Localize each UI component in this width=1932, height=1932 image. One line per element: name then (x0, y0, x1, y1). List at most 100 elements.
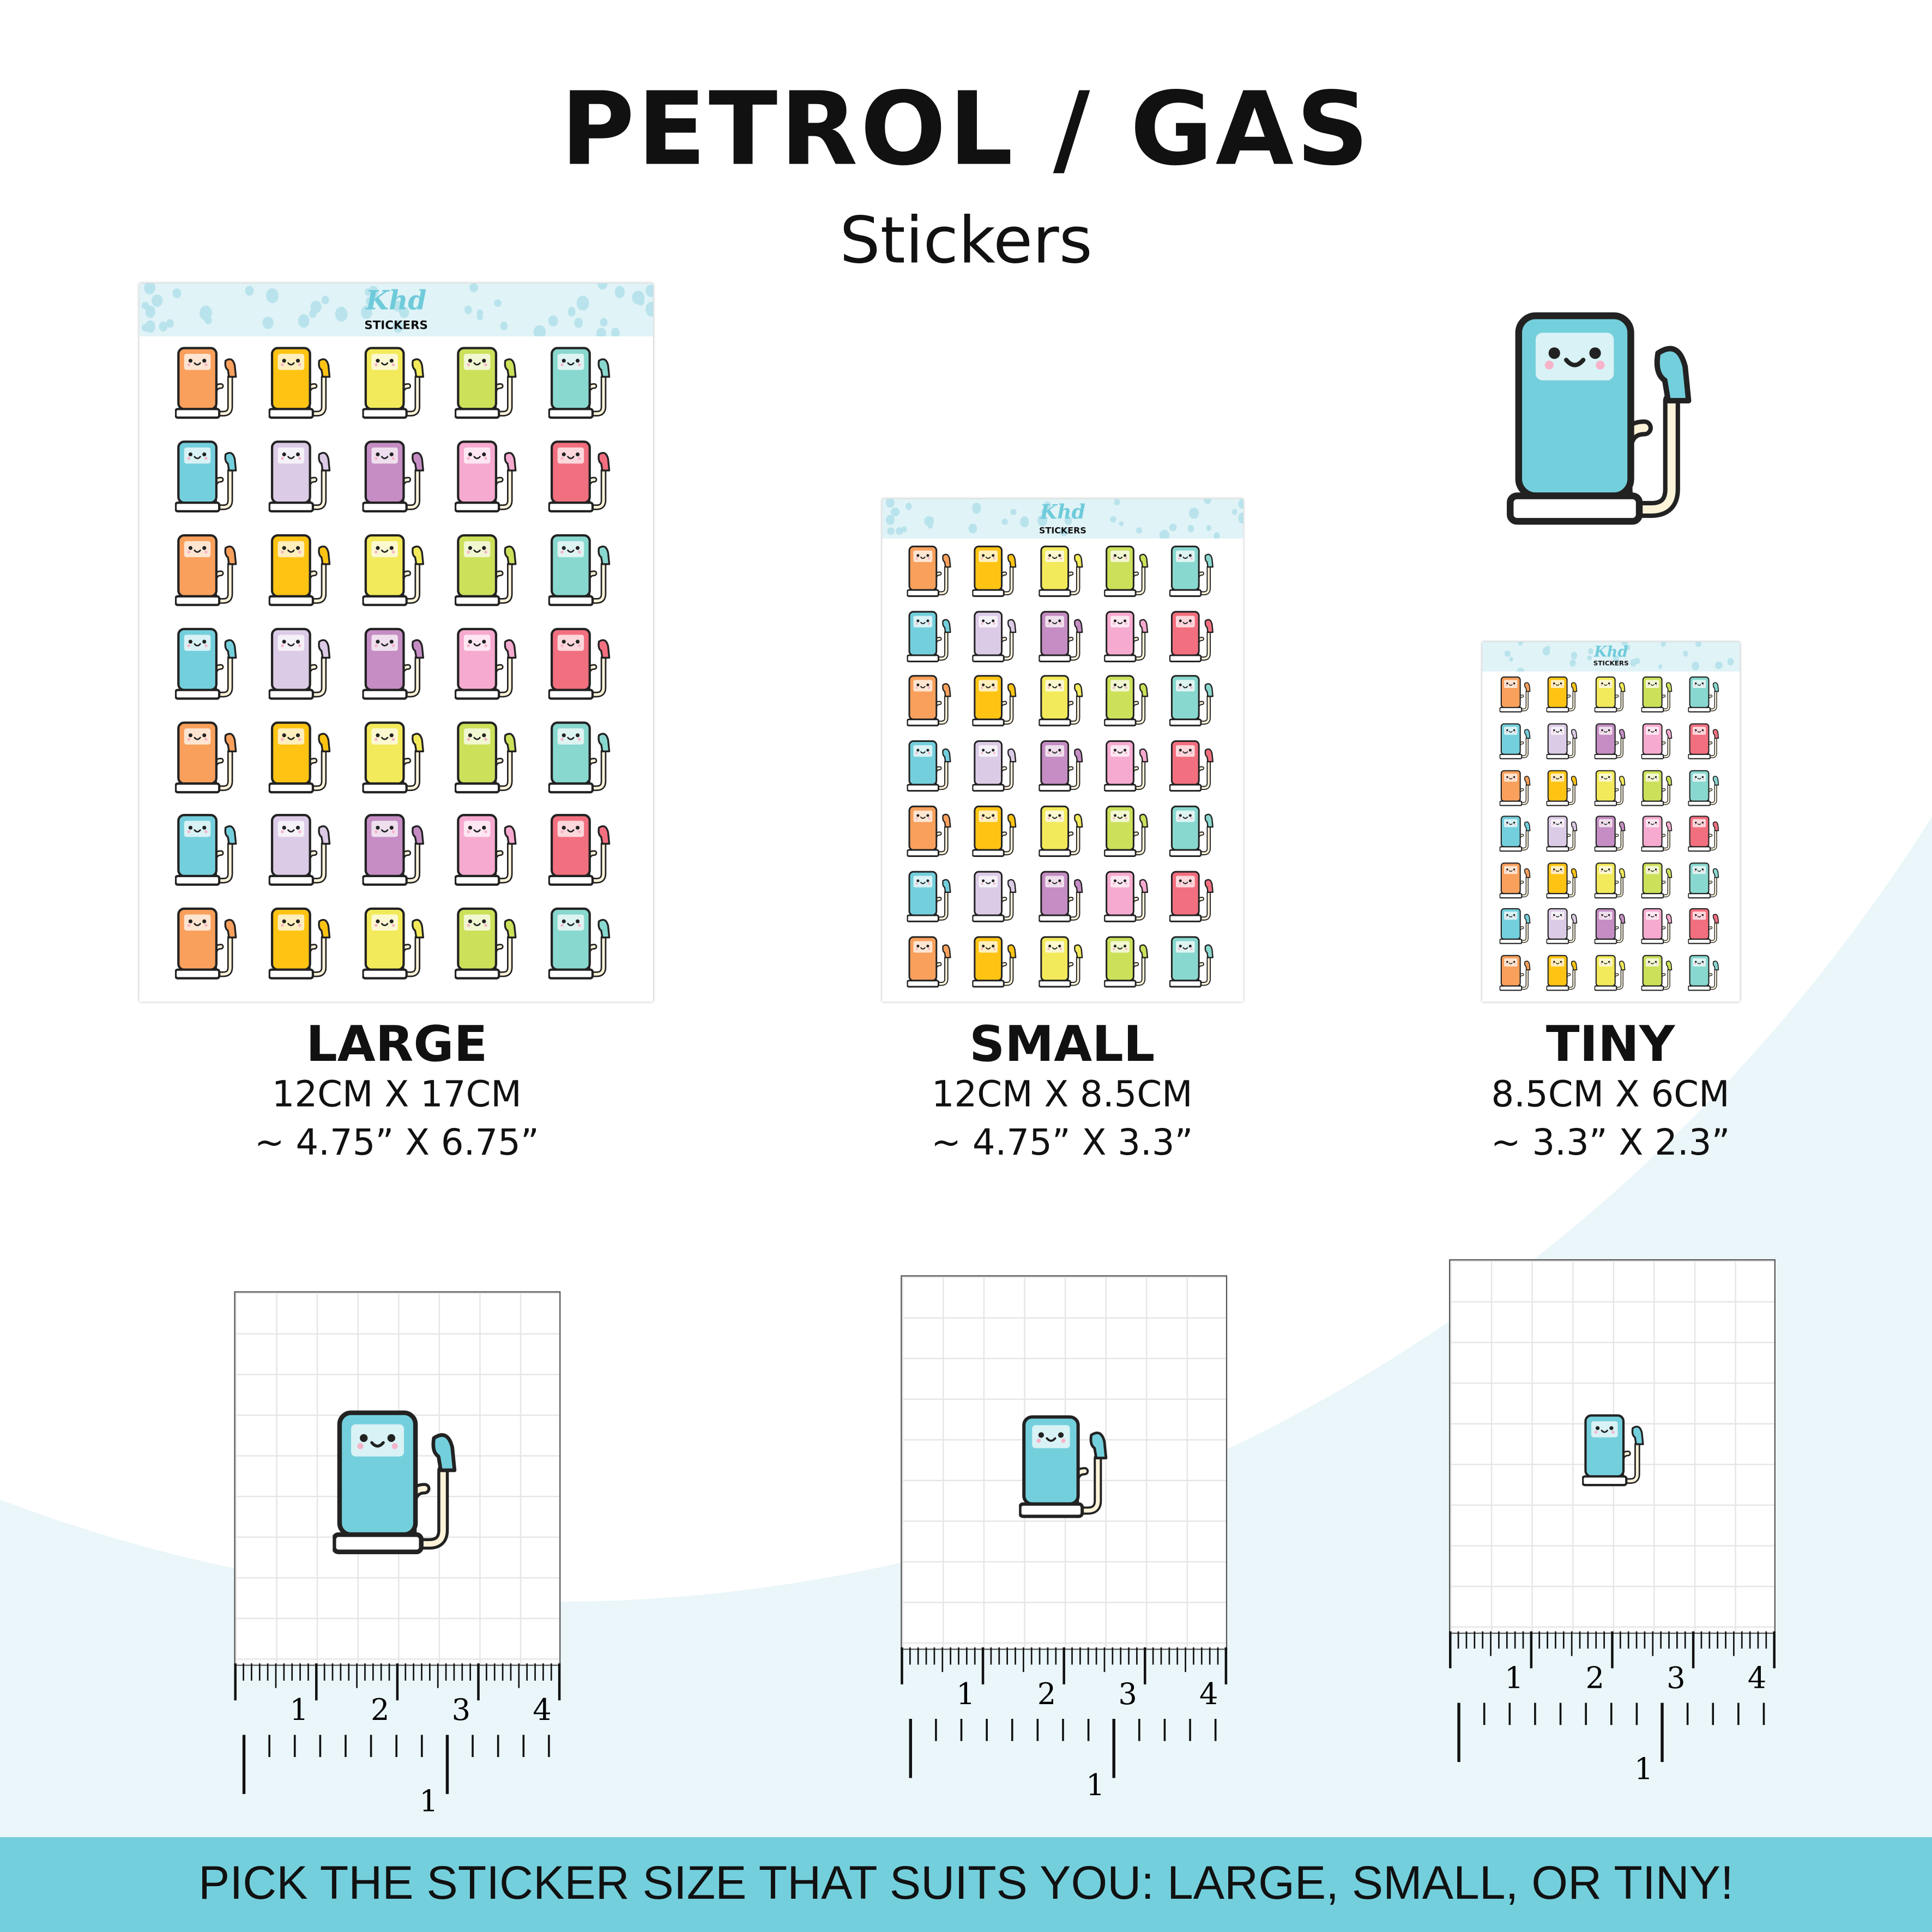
gas-pump-sticker (267, 531, 337, 608)
gas-pump-icon (1500, 908, 1531, 945)
gas-pump-icon (1547, 677, 1578, 713)
ruler-cm-label: 1 (956, 1677, 975, 1711)
gas-pump-icon (1500, 862, 1531, 898)
polka-dot (1624, 644, 1631, 651)
gas-pump-icon (971, 610, 1017, 662)
polka-dot (335, 307, 348, 322)
gas-pump-icon (1103, 610, 1148, 662)
gas-pump-sticker-to-scale (1580, 1412, 1651, 1488)
gas-pump-icon (1593, 955, 1625, 991)
gas-pump-icon (361, 440, 424, 513)
size-metric: 8.5CM X 6CM (1491, 1073, 1730, 1115)
gas-pump-sticker (548, 904, 618, 982)
gas-pump-icon (971, 805, 1017, 857)
gas-pump-sticker (1640, 722, 1675, 760)
polka-dot (1509, 656, 1514, 662)
gas-pump-icon (1593, 816, 1625, 852)
polka-dot (476, 310, 483, 317)
polka-dot (500, 321, 508, 330)
gas-pump-icon (1640, 769, 1672, 806)
gas-pump-sticker (1547, 768, 1581, 806)
gas-pump-sticker (1037, 608, 1087, 664)
ruler-cm-label: 3 (452, 1693, 471, 1727)
polka-dot (576, 295, 589, 310)
brand-logo-word: STICKERS (364, 318, 428, 333)
gas-pump-sticker (1593, 953, 1628, 992)
gas-pump-sticker (454, 811, 524, 889)
gas-pump-sticker (1687, 675, 1722, 714)
gas-pump-sticker (1547, 675, 1581, 714)
gas-pump-sticker (1500, 768, 1535, 806)
gas-pump-icon (1640, 908, 1672, 945)
polka-dot (464, 306, 472, 315)
polka-dot (1037, 515, 1047, 526)
gas-pump-icon (1580, 1414, 1644, 1487)
gas-pump-icon (1103, 870, 1148, 922)
ruler: 1 2 3 4 1 (234, 1663, 561, 1818)
gas-pump-icon (1017, 1415, 1107, 1518)
polka-dot (1043, 501, 1051, 510)
page-title: PETROL / GAS (560, 71, 1372, 189)
polka-dot (1206, 524, 1211, 531)
brand-logo: Khd STICKERS (139, 283, 653, 336)
size-label-large: LARGE 12CM X 17CM ~ 4.75” X 6.75” (150, 1019, 643, 1167)
polka-dot (575, 318, 583, 328)
gas-pump-sticker (267, 718, 337, 795)
polka-dot (1010, 508, 1016, 515)
gas-pump-icon (1687, 862, 1719, 898)
gas-pump-icon (548, 347, 611, 420)
ruler-inch-label: 1 (1086, 1768, 1105, 1802)
gas-pump-icon (1103, 675, 1148, 727)
gas-pump-sticker (1593, 861, 1628, 899)
gas-pump-sticker (1640, 768, 1675, 806)
polka-dot (392, 321, 403, 333)
sheet-header-band: Khd STICKERS (139, 283, 653, 337)
ruler-cm-label: 4 (533, 1693, 552, 1727)
gas-pump-sticker (361, 904, 431, 982)
size-name: TINY (1545, 1016, 1675, 1073)
polka-dot (1569, 659, 1577, 667)
polka-dot (534, 324, 546, 337)
gas-pump-sticker (174, 624, 244, 702)
polka-dot (1159, 529, 1169, 539)
polka-dot (1231, 509, 1237, 516)
gas-pump-sticker (1593, 907, 1628, 945)
gas-pump-sticker (1687, 768, 1722, 806)
polka-dot (1065, 516, 1073, 526)
gas-pump-sticker (1687, 861, 1722, 899)
gas-pump-sticker (906, 673, 956, 729)
ruler-cm-label: 2 (1586, 1661, 1605, 1695)
gas-pump-icon (1547, 816, 1578, 852)
gas-pump-icon (1169, 870, 1214, 922)
ruler-cm-label: 1 (1505, 1661, 1524, 1695)
gas-pump-icon (971, 545, 1017, 597)
gas-pump-sticker (971, 933, 1022, 989)
gas-pump-icon (1547, 955, 1578, 991)
size-label-small: SMALL 12CM X 8.5CM ~ 4.75” X 3.3” (816, 1019, 1308, 1167)
gas-pump-icon (1687, 955, 1719, 991)
gas-pump-sticker (1593, 768, 1628, 806)
gas-pump-icon (1506, 312, 1692, 525)
gas-pump-sticker-to-scale (1017, 1412, 1117, 1520)
gas-pump-icon (1500, 723, 1531, 759)
polka-dot (1213, 532, 1221, 539)
gas-pump-icon (267, 440, 330, 513)
gas-pump-sticker (1640, 953, 1675, 992)
sheet-header-band: Khd STICKERS (882, 499, 1243, 539)
gas-pump-sticker (548, 344, 618, 421)
polka-dot (597, 283, 607, 290)
polka-dot (600, 318, 607, 327)
polka-dot (968, 523, 977, 533)
gas-pump-sticker (267, 344, 337, 421)
polka-dot (645, 302, 653, 317)
gas-pump-sticker (548, 811, 618, 889)
gas-pump-sticker (906, 738, 956, 794)
gas-pump-sticker (454, 624, 524, 702)
polka-dot (885, 499, 895, 508)
gas-pump-icon (1037, 935, 1083, 987)
polka-dot (1658, 663, 1663, 669)
gas-pump-icon (1103, 805, 1148, 857)
gas-pump-sticker (1593, 814, 1628, 853)
gas-pump-sticker (1500, 722, 1535, 760)
gas-pump-sticker (361, 531, 431, 608)
